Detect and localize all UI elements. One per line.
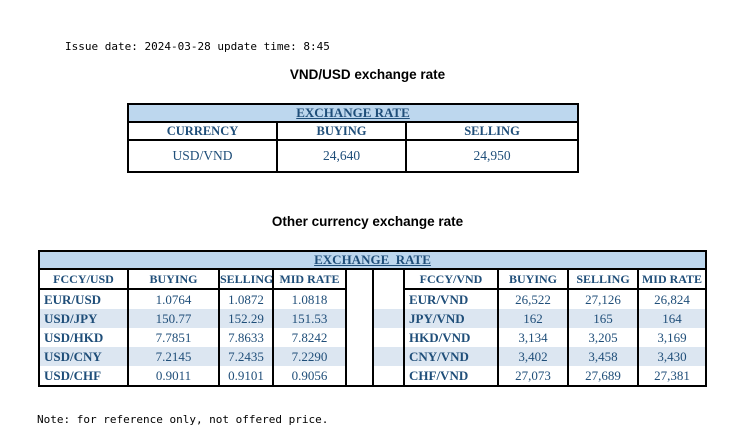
rate-cell: 1.0872: [218, 289, 274, 309]
col-header-selling-right: SELLING: [567, 269, 639, 290]
rate-cell: 3,169: [636, 328, 708, 347]
rate-cell: 150.77: [127, 309, 220, 328]
rate-cell: 7.8633: [218, 328, 274, 347]
rate-cell: 7.2435: [218, 347, 274, 366]
col-header-fccy-usd: FCCY/USD: [38, 269, 129, 290]
table-row: EUR/USD 1.0764 1.0872 1.0818 EUR/VND 26,…: [38, 289, 708, 309]
table-row: USD/VND 24,640 24,950: [127, 139, 580, 173]
col-header-midrate-right: MID RATE: [636, 269, 708, 290]
vnd-usd-section-title: VND/USD exchange rate: [289, 67, 446, 82]
table-row: USD/CHF 0.9011 0.9101 0.9056 CHF/VND 27,…: [38, 366, 708, 386]
vnd-usd-rate-table: EXCHANGE RATE CURRENCY BUYING SELLING US…: [126, 103, 580, 173]
rate-cell: 0.9056: [272, 366, 347, 386]
rate-cell: 27,073: [497, 366, 569, 386]
rate-cell: 151.53: [272, 309, 347, 328]
separator-cell: [372, 289, 405, 309]
table-title-row: EXCHANGE RATE: [126, 103, 580, 123]
separator-cell: [372, 328, 405, 347]
table-title: EXCHANGE RATE: [126, 103, 580, 123]
currency-pair-cell: USD/VND: [127, 139, 278, 173]
other-currency-section-title: Other currency exchange rate: [271, 214, 464, 229]
separator-cell: [372, 309, 405, 328]
col-header-selling: SELLING: [404, 121, 580, 141]
selling-rate-cell: 24,950: [404, 139, 580, 173]
rate-cell: 0.9011: [127, 366, 220, 386]
table-title: EXCHANGE RATE: [37, 251, 708, 270]
rate-cell: 3,205: [567, 328, 639, 347]
col-header-buying-right: BUYING: [497, 269, 569, 290]
rate-cell: 26,824: [636, 289, 708, 309]
currency-pair-cell: USD/CHF: [38, 366, 129, 386]
currency-pair-cell: USD/JPY: [38, 309, 129, 328]
rate-cell: 164: [636, 309, 708, 328]
issue-date-text: Issue date: 2024-03-28 update time: 8:45: [65, 40, 330, 53]
col-header-buying: BUYING: [276, 121, 407, 141]
table-row: USD/CNY 7.2145 7.2435 7.2290 CNY/VND 3,4…: [38, 347, 708, 366]
currency-pair-cell: EUR/VND: [403, 289, 499, 309]
rate-cell: 152.29: [218, 309, 274, 328]
currency-pair-cell: USD/CNY: [38, 347, 129, 366]
rate-cell: 27,689: [567, 366, 639, 386]
currency-pair-cell: CHF/VND: [403, 366, 499, 386]
rate-cell: 3,430: [636, 347, 708, 366]
col-header-currency: CURRENCY: [127, 121, 278, 141]
rate-cell: 165: [567, 309, 639, 328]
currency-pair-cell: HKD/VND: [403, 328, 499, 347]
rate-cell: 3,458: [567, 347, 639, 366]
rate-cell: 0.9101: [218, 366, 274, 386]
col-header-buying-left: BUYING: [127, 269, 220, 290]
separator-cell: [372, 347, 405, 366]
table-header-row: CURRENCY BUYING SELLING: [127, 121, 580, 141]
col-header-selling-left: SELLING: [218, 269, 274, 290]
rate-cell: 1.0818: [272, 289, 347, 309]
rate-cell: 7.2145: [127, 347, 220, 366]
table-row: USD/JPY 150.77 152.29 151.53 JPY/VND 162…: [38, 309, 708, 328]
rate-cell: 27,381: [636, 366, 708, 386]
rate-cell: 7.7851: [127, 328, 220, 347]
rate-cell: 162: [497, 309, 569, 328]
note-text: Note: for reference only, not offered pr…: [37, 413, 329, 426]
table-header-row: FCCY/USD BUYING SELLING MID RATE FCCY/VN…: [38, 269, 708, 387]
rate-cell: 1.0764: [127, 289, 220, 309]
rate-cell: 7.2290: [272, 347, 347, 366]
rate-cell: 7.8242: [272, 328, 347, 347]
currency-pair-cell: JPY/VND: [403, 309, 499, 328]
separator-cell: [372, 366, 405, 386]
currency-pair-cell: EUR/USD: [38, 289, 129, 309]
currency-pair-cell: CNY/VND: [403, 347, 499, 366]
rate-cell: 27,126: [567, 289, 639, 309]
separator-column: [345, 269, 374, 387]
other-currency-rate-table: EXCHANGE RATE FCCY/USD BUYING SELLING MI…: [37, 250, 708, 387]
rate-cell: 26,522: [497, 289, 569, 309]
table-title-row: EXCHANGE RATE: [37, 251, 708, 270]
col-header-fccy-vnd: FCCY/VND: [403, 269, 499, 290]
separator-cell: [372, 269, 405, 289]
buying-rate-cell: 24,640: [276, 139, 407, 173]
table-row: USD/HKD 7.7851 7.8633 7.8242 HKD/VND 3,1…: [38, 328, 708, 347]
rate-cell: 3,134: [497, 328, 569, 347]
rate-cell: 3,402: [497, 347, 569, 366]
currency-pair-cell: USD/HKD: [38, 328, 129, 347]
col-header-midrate-left: MID RATE: [272, 269, 347, 290]
